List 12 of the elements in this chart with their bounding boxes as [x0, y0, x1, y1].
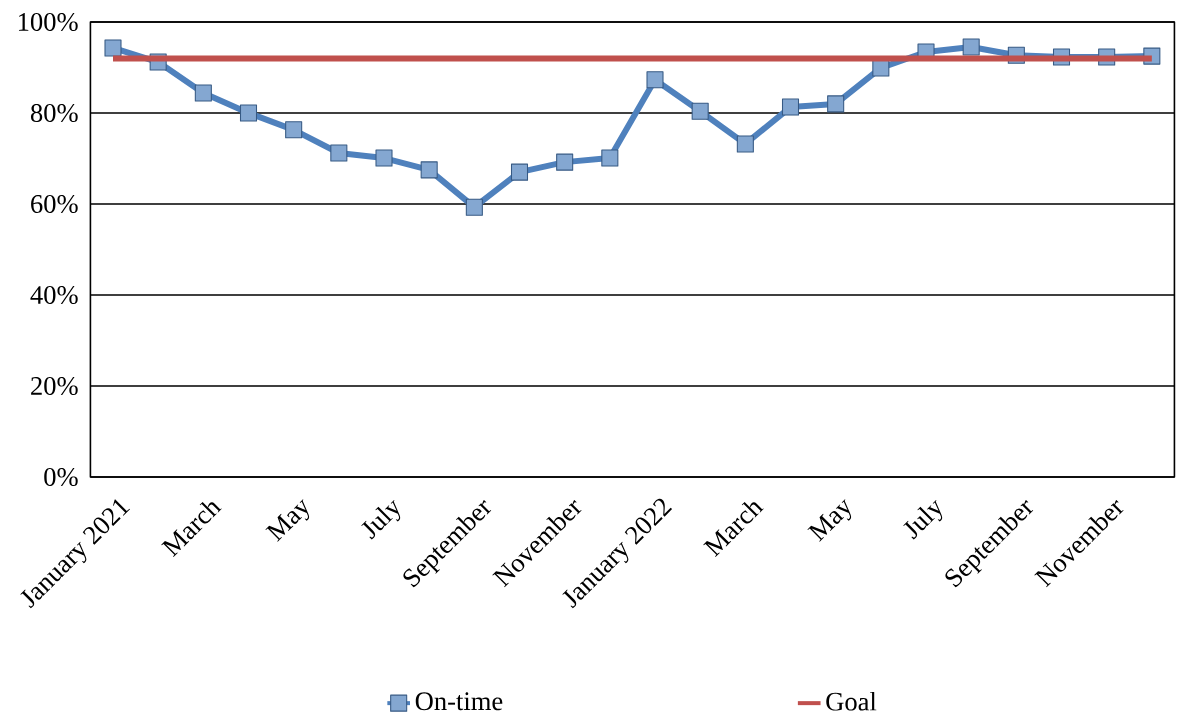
- y-tick-label: 20%: [31, 376, 78, 396]
- y-tick-label: 100%: [18, 12, 78, 32]
- x-tick-label: May: [265, 499, 310, 542]
- x-tick-label: July: [361, 500, 401, 540]
- x-tick-label: July: [903, 500, 943, 540]
- legend-label: On-time: [415, 692, 503, 711]
- y-tick-label: 0%: [44, 467, 78, 487]
- y-tick-label: 60%: [31, 194, 78, 214]
- x-tick-label: May: [807, 499, 852, 542]
- legend-label: Goal: [826, 691, 877, 711]
- y-tick-label: 40%: [30, 285, 78, 305]
- y-tick-label: 80%: [30, 103, 78, 123]
